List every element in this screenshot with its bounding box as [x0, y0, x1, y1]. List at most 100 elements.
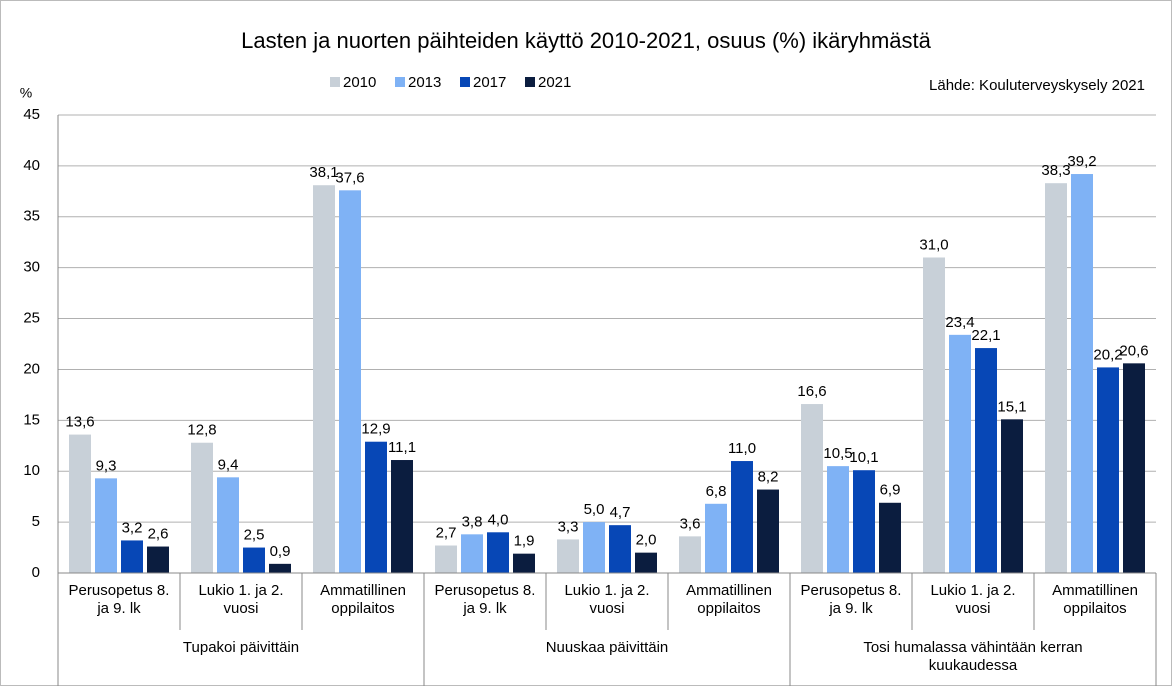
source-note: Lähde: Kouluterveyskysely 2021: [929, 77, 1145, 94]
bar: [635, 552, 657, 573]
bar: [313, 185, 335, 573]
y-tick-label: 35: [23, 208, 40, 225]
value-label: 2,5: [244, 527, 265, 544]
bar: [1123, 363, 1145, 573]
bar: [853, 470, 875, 573]
bar: [1045, 183, 1067, 574]
legend-label: 2013: [408, 74, 441, 91]
value-label: 12,9: [361, 421, 390, 438]
bar: [391, 460, 413, 573]
value-label: 9,3: [96, 457, 117, 474]
value-label: 11,1: [388, 439, 416, 456]
bar: [461, 534, 483, 573]
bar: [1001, 419, 1023, 573]
bar: [513, 553, 535, 573]
y-tick-label: 30: [23, 259, 40, 276]
value-label: 16,6: [797, 383, 826, 400]
bar: [949, 334, 971, 573]
bar: [1071, 174, 1093, 573]
bar: [731, 461, 753, 573]
category-label: Ammatillinen oppilaitos: [686, 582, 772, 617]
bar: [95, 478, 117, 573]
legend-label: 2010: [343, 74, 376, 91]
category-label: Lukio 1. ja 2. vuosi: [564, 582, 650, 617]
value-label: 2,7: [436, 524, 457, 541]
chart-title: Lasten ja nuorten päihteiden käyttö 2010…: [241, 28, 932, 53]
value-label: 23,4: [945, 314, 974, 331]
bar: [69, 434, 91, 573]
bar: [583, 522, 605, 573]
bar: [435, 545, 457, 573]
value-label: 11,0: [728, 440, 756, 457]
value-label: 22,1: [971, 327, 1000, 344]
value-label: 39,2: [1067, 153, 1096, 170]
y-tick-label: 45: [23, 106, 40, 123]
bar: [923, 257, 945, 573]
category-label: Ammatillinen oppilaitos: [1052, 582, 1138, 617]
y-tick-label: 25: [23, 310, 40, 327]
value-label: 12,8: [187, 422, 216, 439]
category-label: Perusopetus 8. ja 9. lk: [800, 582, 902, 617]
category-label: Ammatillinen oppilaitos: [320, 582, 406, 617]
y-tick-label: 20: [23, 360, 40, 377]
value-label: 38,1: [309, 164, 338, 181]
value-label: 0,9: [270, 543, 291, 560]
value-label: 20,2: [1093, 346, 1122, 363]
bar: [757, 489, 779, 573]
bar: [243, 547, 265, 573]
bar: [705, 503, 727, 573]
value-label: 9,4: [218, 456, 239, 473]
value-label: 10,1: [849, 449, 878, 466]
value-label: 3,6: [680, 515, 701, 532]
legend-swatch: [460, 77, 470, 87]
value-label: 15,1: [997, 398, 1026, 415]
legend-label: 2021: [538, 74, 571, 91]
bar: [609, 525, 631, 573]
bar: [827, 466, 849, 573]
value-label: 3,3: [558, 518, 579, 535]
group-label: Tosi humalassa vähintään kerran kuukaude…: [863, 639, 1083, 674]
bar: [191, 442, 213, 573]
y-tick-label: 10: [23, 462, 40, 479]
bar: [679, 536, 701, 573]
bar: [121, 540, 143, 573]
value-label: 4,7: [610, 504, 631, 521]
bar: [975, 348, 997, 573]
value-label: 6,8: [706, 483, 727, 500]
value-label: 3,2: [122, 519, 143, 536]
group-label: Tupakoi päivittäin: [182, 639, 300, 656]
value-label: 2,0: [636, 532, 657, 549]
bar: [557, 539, 579, 573]
category-label: Lukio 1. ja 2. vuosi: [930, 582, 1016, 617]
bar: [801, 404, 823, 573]
value-label: 5,0: [584, 501, 605, 518]
bar: [365, 441, 387, 573]
bar: [339, 190, 361, 573]
legend-swatch: [525, 77, 535, 87]
value-label: 6,9: [880, 482, 901, 499]
legend-swatch: [395, 77, 405, 87]
bar: [487, 532, 509, 573]
value-label: 10,5: [823, 445, 852, 462]
value-label: 37,6: [335, 169, 364, 186]
category-label: Lukio 1. ja 2. vuosi: [198, 582, 284, 617]
bar: [269, 563, 291, 573]
value-label: 13,6: [65, 414, 94, 431]
y-tick-label: 15: [23, 411, 40, 428]
bar: [879, 502, 901, 573]
legend-label: 2017: [473, 74, 506, 91]
value-label: 1,9: [514, 533, 535, 550]
bar: [217, 477, 239, 573]
bar: [1097, 367, 1119, 573]
value-label: 38,3: [1041, 162, 1070, 179]
category-label: Perusopetus 8. ja 9. lk: [68, 582, 170, 617]
bar: [147, 546, 169, 573]
y-axis-label: %: [20, 85, 32, 101]
y-tick-label: 5: [32, 513, 40, 530]
value-label: 31,0: [919, 236, 948, 253]
value-label: 8,2: [758, 469, 779, 486]
category-label: Perusopetus 8. ja 9. lk: [434, 582, 536, 617]
value-label: 20,6: [1119, 342, 1148, 359]
